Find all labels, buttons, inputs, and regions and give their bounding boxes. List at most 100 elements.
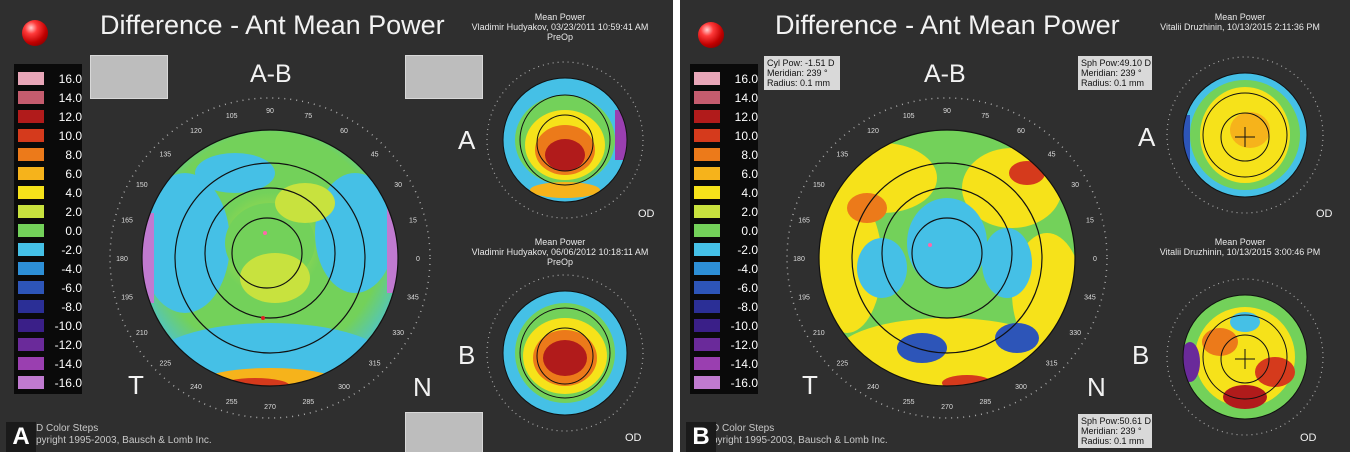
compass-degree-label: 195 — [121, 294, 133, 301]
legend-value: 12.0 — [58, 110, 82, 124]
legend-swatch — [694, 357, 720, 370]
legend-value: 4.0 — [741, 186, 758, 200]
compass-degree-label: 345 — [407, 294, 419, 301]
top-power-map[interactable] — [480, 45, 650, 220]
legend-value: 8.0 — [741, 148, 758, 162]
temporal-label: T — [802, 370, 818, 400]
panel-badge: B — [686, 422, 716, 452]
nasal-label: N — [1087, 372, 1106, 402]
bottom-map-header: Mean Power Vitalii Druzhinin, 10/13/2015… — [1159, 237, 1321, 257]
legend-swatch — [694, 72, 720, 85]
compass-degree-label: 60 — [340, 128, 348, 135]
bottom-power-map[interactable] — [480, 268, 650, 443]
legend-swatch — [18, 224, 44, 237]
color-legend: 16.0 14.0 12.0 10.0 8.0 6.0 4.0 2.0 0.0 -2.0 -4.0 -… — [690, 64, 758, 394]
legend-value: 10.0 — [734, 129, 758, 143]
compass-degree-label: 255 — [226, 399, 238, 406]
placeholder-box-bottom — [405, 412, 483, 452]
compass-degree-label: 45 — [371, 151, 379, 158]
temporal-label: T — [128, 370, 144, 400]
legend-value: -16.0 — [730, 376, 758, 390]
legend-swatch — [694, 300, 720, 313]
nasal-label: N — [413, 372, 432, 402]
compass-degree-label: 180 — [116, 256, 128, 263]
compass-degree-label: 105 — [903, 113, 915, 120]
compass-degree-label: 120 — [190, 128, 202, 135]
legend-value: -6.0 — [737, 281, 758, 295]
legend-swatch — [694, 224, 720, 237]
legend-swatch — [18, 338, 44, 351]
footer-text: D Color Steps pyright 1995-2003, Bausch … — [712, 423, 888, 446]
top-power-map[interactable] — [1160, 45, 1330, 220]
compass-degree-label: 75 — [304, 113, 312, 120]
compass-degree-label: 270 — [941, 404, 953, 411]
compass-degree-label: 105 — [226, 113, 238, 120]
legend-swatch — [694, 376, 720, 389]
difference-map[interactable]: 9010512013515016518019521022524025527028… — [95, 93, 445, 423]
legend-value: 2.0 — [65, 205, 82, 219]
status-indicator-icon[interactable] — [698, 22, 724, 48]
bottom-map-info-box: Sph Pow:50.61 D Meridian: 239 ° Radius: … — [1078, 414, 1152, 448]
top-map-header: Mean Power Vitalii Druzhinin, 10/13/2015… — [1160, 12, 1320, 32]
compass-degree-label: 150 — [136, 182, 148, 189]
legend-swatch — [18, 148, 44, 161]
legend-value: 2.0 — [741, 205, 758, 219]
legend-swatch — [18, 357, 44, 370]
compass-degree-label: 60 — [1017, 128, 1025, 135]
compass-degree-label: 165 — [121, 218, 133, 225]
legend-swatch — [18, 262, 44, 275]
legend-value: 6.0 — [65, 167, 82, 181]
compass-degree-label: 75 — [981, 113, 989, 120]
legend-swatch — [18, 91, 44, 104]
compass-degree-label: 285 — [979, 399, 991, 406]
difference-axis-label: A-B — [250, 60, 292, 88]
legend-value: -8.0 — [61, 300, 82, 314]
bottom-power-map[interactable] — [1160, 262, 1330, 437]
color-legend: 16.0 14.0 12.0 10.0 8.0 6.0 4.0 2.0 0.0 -2.0 -4.0 -… — [14, 64, 82, 394]
compass-degree-label: 330 — [392, 330, 404, 337]
difference-map[interactable]: 9010512013515016518019521022524025527028… — [772, 93, 1122, 423]
compass-degree-label: 15 — [409, 218, 417, 225]
compass-degree-label: 255 — [903, 399, 915, 406]
panel-badge: A — [6, 422, 36, 452]
panel-title: Difference - Ant Mean Power — [100, 10, 445, 40]
compass-degree-label: 150 — [813, 182, 825, 189]
compass-degree-label: 300 — [338, 384, 350, 391]
legend-swatch — [18, 167, 44, 180]
main-map-info-box: Cyl Pow: -1.51 D Meridian: 239 ° Radius:… — [764, 56, 840, 90]
compass-degree-label: 315 — [1046, 361, 1058, 368]
legend-value: 16.0 — [58, 72, 82, 86]
legend-value: -12.0 — [730, 338, 758, 352]
legend-value: 8.0 — [65, 148, 82, 162]
panel-a: Difference - Ant Mean Power 16.0 14.0 12.0… — [0, 0, 673, 452]
compass-degree-label: 135 — [837, 151, 849, 158]
compass-degree-label: 225 — [160, 361, 172, 368]
top-map-letter: A — [458, 125, 476, 155]
legend-value: 10.0 — [58, 129, 82, 143]
compass-degree-label: 165 — [798, 218, 810, 225]
legend-value: 4.0 — [65, 186, 82, 200]
panel-divider — [673, 0, 680, 452]
compass-degree-label: 225 — [837, 361, 849, 368]
placeholder-box-left — [90, 55, 168, 99]
status-indicator-icon[interactable] — [22, 20, 48, 46]
bottom-map-letter: B — [458, 340, 476, 370]
legend-swatch — [694, 186, 720, 199]
legend-swatch — [18, 205, 44, 218]
legend-swatch — [694, 338, 720, 351]
bottom-map-header: Mean Power Vladimir Hudyakov, 06/06/2012… — [471, 237, 649, 267]
legend-swatch — [18, 110, 44, 123]
compass-degree-label: 90 — [266, 108, 274, 115]
top-map-header: Mean Power Vladimir Hudyakov, 03/23/2011… — [471, 12, 649, 42]
legend-value: -12.0 — [54, 338, 82, 352]
compass-degree-label: 45 — [1048, 151, 1056, 158]
compass-degree-label: 90 — [943, 108, 951, 115]
compass-degree-label: 315 — [369, 361, 381, 368]
legend-value: -2.0 — [737, 243, 758, 257]
legend-value: -10.0 — [54, 319, 82, 333]
legend-value: 14.0 — [58, 91, 82, 105]
panel-b: Difference - Ant Mean Power 16.0 14.0 12.0… — [680, 0, 1350, 452]
legend-swatch — [18, 129, 44, 142]
compass-degree-label: 30 — [394, 182, 402, 189]
bottom-map-od-label: OD — [1300, 432, 1317, 444]
